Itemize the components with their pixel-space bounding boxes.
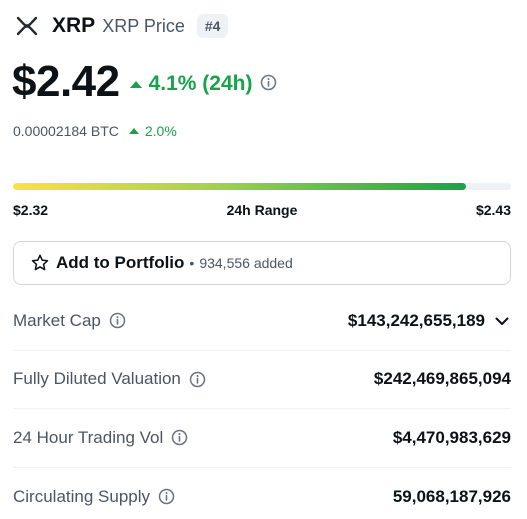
stat-value[interactable]: $143,242,655,189 <box>348 311 511 331</box>
chevron-down-icon[interactable] <box>493 312 511 330</box>
info-icon[interactable] <box>189 371 206 388</box>
price-row: $2.42 4.1% (24h) <box>12 56 277 108</box>
current-price: $2.42 <box>12 57 120 106</box>
stat-value-text: $143,242,655,189 <box>347 310 485 330</box>
info-icon[interactable] <box>260 74 277 91</box>
portfolio-separator: • <box>189 255 195 271</box>
stat-row-market-cap: Market Cap $143,242,655,189 <box>13 292 511 351</box>
stat-value: 59,068,187,926 <box>392 486 511 506</box>
caret-up-icon <box>129 80 142 88</box>
stat-value: $4,470,983,629 <box>392 427 511 447</box>
btc-change-text: 2.0% <box>144 123 177 139</box>
range-high: $2.43 <box>475 202 511 218</box>
stat-row-volume: 24 Hour Trading Vol $4,470,983,629 <box>13 409 511 468</box>
stat-label: 24 Hour Trading Vol <box>13 428 188 448</box>
range-labels: $2.32 24h Range $2.43 <box>13 202 511 218</box>
add-to-portfolio-button[interactable]: Add to Portfolio • 934,556 added <box>13 241 511 285</box>
stat-value: $242,469,865,094 <box>373 369 511 389</box>
caret-up-icon <box>128 128 139 134</box>
xrp-logo-icon <box>14 13 40 39</box>
price-change-text: 4.1% (24h) <box>148 72 253 95</box>
range-bar-fill <box>13 183 467 190</box>
stat-row-fdv: Fully Diluted Valuation $242,469,865,094 <box>13 351 511 409</box>
portfolio-count: 934,556 added <box>199 255 293 271</box>
btc-price: 0.00002184 BTC <box>13 123 119 139</box>
stat-label: Market Cap <box>13 311 126 331</box>
stats-table: Market Cap $143,242,655,189 Fully Dilute… <box>13 292 511 519</box>
btc-price-row: 0.00002184 BTC 2.0% <box>13 123 177 139</box>
stat-label: Fully Diluted Valuation <box>13 369 206 389</box>
range-label: 24h Range <box>226 202 298 218</box>
stat-label: Circulating Supply <box>13 487 175 507</box>
portfolio-label: Add to Portfolio <box>56 253 185 272</box>
stat-row-circulating-supply: Circulating Supply 59,068,187,926 <box>13 468 511 519</box>
range-bar <box>13 183 511 190</box>
info-icon[interactable] <box>158 488 175 505</box>
range-low: $2.32 <box>13 202 49 218</box>
stat-label-text: Circulating Supply <box>13 486 151 506</box>
stat-label-text: 24 Hour Trading Vol <box>13 427 164 447</box>
info-icon[interactable] <box>109 312 126 329</box>
rank-badge: #4 <box>196 14 229 38</box>
coin-header: XRP XRP Price #4 <box>14 12 229 40</box>
stat-label-text: Fully Diluted Valuation <box>13 369 181 389</box>
star-icon <box>30 253 50 273</box>
stat-label-text: Market Cap <box>13 310 101 330</box>
coin-symbol: XRP <box>52 14 96 37</box>
coin-name: XRP Price <box>102 15 185 36</box>
price-change-24h: 4.1% (24h) <box>129 72 253 96</box>
info-icon[interactable] <box>171 429 188 446</box>
btc-change: 2.0% <box>128 123 177 139</box>
